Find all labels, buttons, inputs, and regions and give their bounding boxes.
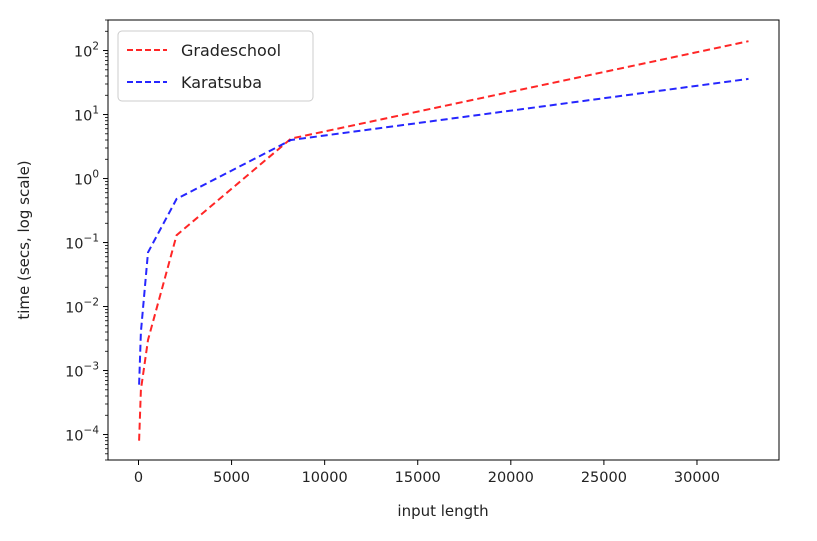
y-tick-label: 10−1 (65, 233, 99, 253)
legend-box (117, 30, 314, 102)
series-line-gradeschool (138, 40, 749, 441)
x-tick-label: 10000 (302, 470, 348, 486)
y-tick-label: 10−4 (65, 425, 99, 445)
legend-label-karatsuba: Karatsuba (181, 73, 262, 92)
x-tick-label: 30000 (674, 470, 720, 486)
x-axis-title: input length (397, 502, 488, 520)
y-tick-label: 102 (74, 41, 99, 61)
series-line-karatsuba (138, 77, 749, 385)
series-layer (138, 40, 749, 441)
y-axis-title: time (secs, log scale) (15, 160, 33, 319)
x-tick-label: 15000 (395, 470, 441, 486)
x-tick-label: 20000 (488, 470, 534, 486)
legend-label-gradeschool: Gradeschool (181, 41, 281, 60)
y-tick-label: 10−2 (65, 297, 99, 317)
x-tick-label: 0 (134, 470, 143, 486)
y-tick-label: 101 (74, 105, 99, 125)
x-tick-label: 25000 (581, 470, 627, 486)
y-tick-label: 10−3 (65, 361, 99, 381)
y-tick-label: 100 (74, 169, 99, 189)
x-tick-label: 5000 (213, 470, 250, 486)
legend: Gradeschool Karatsuba (117, 30, 314, 102)
y-ticks: 10−4 10−3 10−2 10−1 100 101 102 (65, 19, 108, 461)
x-ticks: 0 5000 10000 15000 20000 25000 30000 (134, 460, 720, 486)
